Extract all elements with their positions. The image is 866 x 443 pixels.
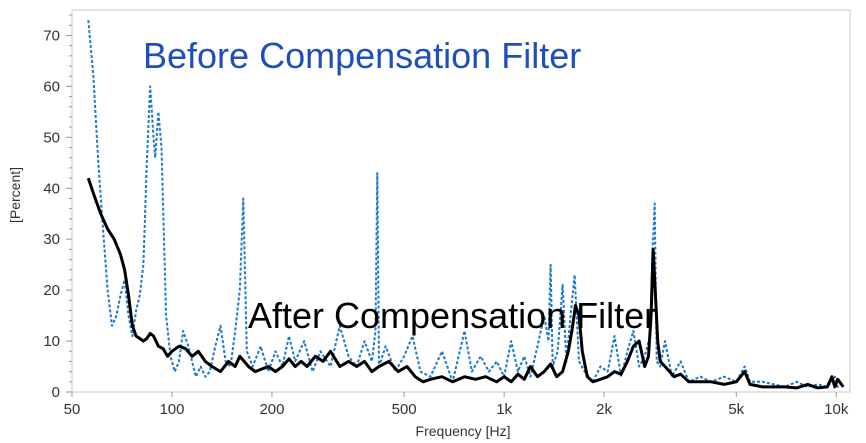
plot-area [71,9,851,393]
x-axis: 50 100 200 500 1k 2k 5k 10k [64,392,849,418]
x-tick-label: 200 [259,401,284,418]
y-tick-label: 0 [52,384,60,401]
x-tick-label: 500 [392,401,417,418]
series-layer [86,20,845,390]
y-axis-label: [Percent] [7,167,23,223]
x-tick-label: 100 [159,401,184,418]
x-tick-label: 1k [496,401,512,418]
x-axis-label: Frequency [Hz] [416,423,511,439]
y-tick-label: 60 [43,78,60,95]
series-line-2 [86,177,845,390]
x-tick-label: 10k [824,401,849,418]
y-axis: 0 10 20 30 40 50 60 70 [43,14,72,401]
annotation-before: Before Compensation Filter [143,35,581,76]
x-tick-label: 5k [728,401,744,418]
series-line-1 [87,20,844,388]
y-tick-label: 10 [43,333,60,350]
y-tick-label: 20 [43,282,60,299]
annotation-after: After Compensation Filter [248,295,656,336]
y-tick-label: 70 [43,27,60,44]
x-tick-label: 2k [596,401,612,418]
y-tick-label: 40 [43,180,60,197]
x-tick-label: 50 [64,401,81,418]
y-tick-label: 30 [43,231,60,248]
y-tick-label: 50 [43,129,60,146]
